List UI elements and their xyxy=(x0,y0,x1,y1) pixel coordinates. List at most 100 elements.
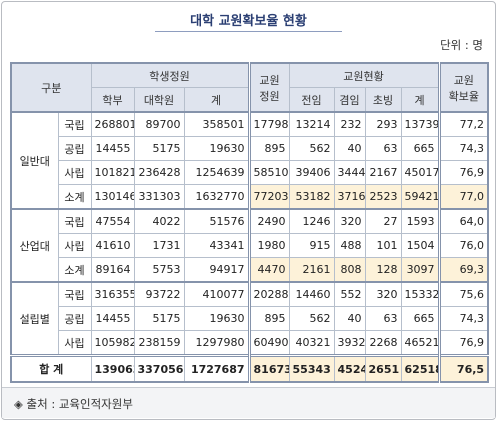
cell: 5753 xyxy=(133,257,185,283)
cell: 1297980 xyxy=(183,330,251,356)
cell: 76,9 xyxy=(437,330,489,356)
cell: 410077 xyxy=(183,281,251,307)
cell: 62518 xyxy=(400,354,440,383)
cell: 74,3 xyxy=(437,306,489,331)
cell: 293 xyxy=(364,111,402,137)
title: 대학 교원확보율 현황 xyxy=(190,14,307,29)
cell: 41610 xyxy=(90,233,135,258)
group-label: 산업대 xyxy=(10,208,59,283)
header-cell: 학생정원 xyxy=(90,62,251,88)
data-row: 공립 14455 5175 19630 895 562 40 63 665 74,3 xyxy=(11,136,489,161)
cell: 4022 xyxy=(133,208,185,234)
cell: 552 xyxy=(333,281,366,307)
unit: 단위 : 명 xyxy=(440,38,483,52)
row-label: 국립 xyxy=(57,281,92,307)
data-row: 일반대 국립 268801 89700 358501 17798 13214 232 293 13… xyxy=(10,111,489,210)
cell: 63 xyxy=(364,136,402,161)
cell: 232 xyxy=(333,111,366,137)
header-row: 구분 학생정원 교원 정원 교원현황 교원 확보율 xyxy=(10,62,489,113)
row-label: 합 계 xyxy=(10,354,92,383)
header-line: 확보율 xyxy=(448,89,479,103)
cell: 81673 xyxy=(248,354,290,383)
cell: 3444 xyxy=(333,160,366,185)
row-label: 사립 xyxy=(57,330,92,356)
cell: 93722 xyxy=(133,281,185,307)
header-cell: 전임 xyxy=(288,87,335,113)
row-label: 공립 xyxy=(57,136,92,161)
cell: 1632770 xyxy=(183,184,251,210)
cell: 13214 xyxy=(288,111,335,137)
cell: 488 xyxy=(333,233,366,258)
cell: 1504 xyxy=(400,233,440,258)
cell: 316355 xyxy=(90,281,135,307)
cell: 20288 xyxy=(248,281,290,307)
cell: 268801 xyxy=(90,111,135,137)
cell: 236428 xyxy=(133,160,185,185)
cell: 101 xyxy=(364,233,402,258)
header-cell: 대학원 xyxy=(133,87,185,113)
subtotal-row: 소계 89164 5753 94917 4470 2161 808 128 3097 69,3 xyxy=(11,257,489,283)
cell: 75,6 xyxy=(437,281,489,307)
cell: 69,3 xyxy=(437,257,489,283)
cell: 1059821 xyxy=(90,330,135,356)
cell: 3716 xyxy=(333,184,366,210)
cell: 238159 xyxy=(133,330,185,356)
data-row: 사립10598212381591297980604904032139322268… xyxy=(11,330,489,356)
source: ◈ 출처 : 교육인적자원부 xyxy=(14,397,133,411)
header-line: 교원 xyxy=(259,73,280,87)
cell: 5175 xyxy=(133,136,185,161)
cell: 14460 xyxy=(288,281,335,307)
cell: 40 xyxy=(333,136,366,161)
header-cell: 계 xyxy=(400,87,440,113)
cell: 64,0 xyxy=(437,208,489,234)
header-cell: 계 xyxy=(183,87,251,113)
cell: 74,3 xyxy=(437,136,489,161)
subtotal-row: 소계13014673313031632770772035318237162523… xyxy=(11,184,489,210)
group-label: 설립별 xyxy=(10,281,59,356)
header-cell: 겸임 xyxy=(333,87,366,113)
cell: 3932 xyxy=(333,330,366,356)
group-label: 일반대 xyxy=(10,111,59,210)
footer: ◈ 출처 : 교육인적자원부 xyxy=(2,387,495,418)
row-label: 소계 xyxy=(57,184,92,210)
cell: 320 xyxy=(364,281,402,307)
header-cell: 초빙 xyxy=(364,87,402,113)
cell: 89164 xyxy=(90,257,135,283)
header-cell: 학부 xyxy=(90,87,135,113)
cell: 15332 xyxy=(400,281,440,307)
cell: 40 xyxy=(333,306,366,331)
cell: 77203 xyxy=(248,184,290,210)
cell: 2651 xyxy=(364,354,402,383)
cell: 51576 xyxy=(183,208,251,234)
title-underline xyxy=(155,31,342,32)
cell: 76,5 xyxy=(437,354,489,383)
cell: 665 xyxy=(400,136,440,161)
cell: 55343 xyxy=(288,354,335,383)
cell: 53182 xyxy=(288,184,335,210)
cell: 1301467 xyxy=(90,184,135,210)
cell: 46521 xyxy=(400,330,440,356)
cell: 13739 xyxy=(400,111,440,137)
cell: 1018211 xyxy=(90,160,135,185)
cell: 19630 xyxy=(183,136,251,161)
cell: 665 xyxy=(400,306,440,331)
cell: 59421 xyxy=(400,184,440,210)
header-cell: 교원 정원 xyxy=(248,62,290,113)
total-row: 합 계1390631337056172768781673553434524265… xyxy=(10,354,489,383)
cell: 2523 xyxy=(364,184,402,210)
cell: 1254639 xyxy=(183,160,251,185)
cell: 60490 xyxy=(248,330,290,356)
data-row: 사립10182112364281254639585103940634442167… xyxy=(11,160,489,185)
cell: 14455 xyxy=(90,306,135,331)
cell: 562 xyxy=(288,136,335,161)
row-label: 국립 xyxy=(57,208,92,234)
cell: 331303 xyxy=(133,184,185,210)
cell: 19630 xyxy=(183,306,251,331)
cell: 1390631 xyxy=(90,354,135,383)
cell: 3097 xyxy=(400,257,440,283)
table: 구분 학생정원 교원 정원 교원현황 교원 확보율 학부 대학원 계 전임 겸임 초빙 계 일반대 국립 268… xyxy=(10,62,490,383)
cell: 27 xyxy=(364,208,402,234)
cell: 4470 xyxy=(248,257,290,283)
